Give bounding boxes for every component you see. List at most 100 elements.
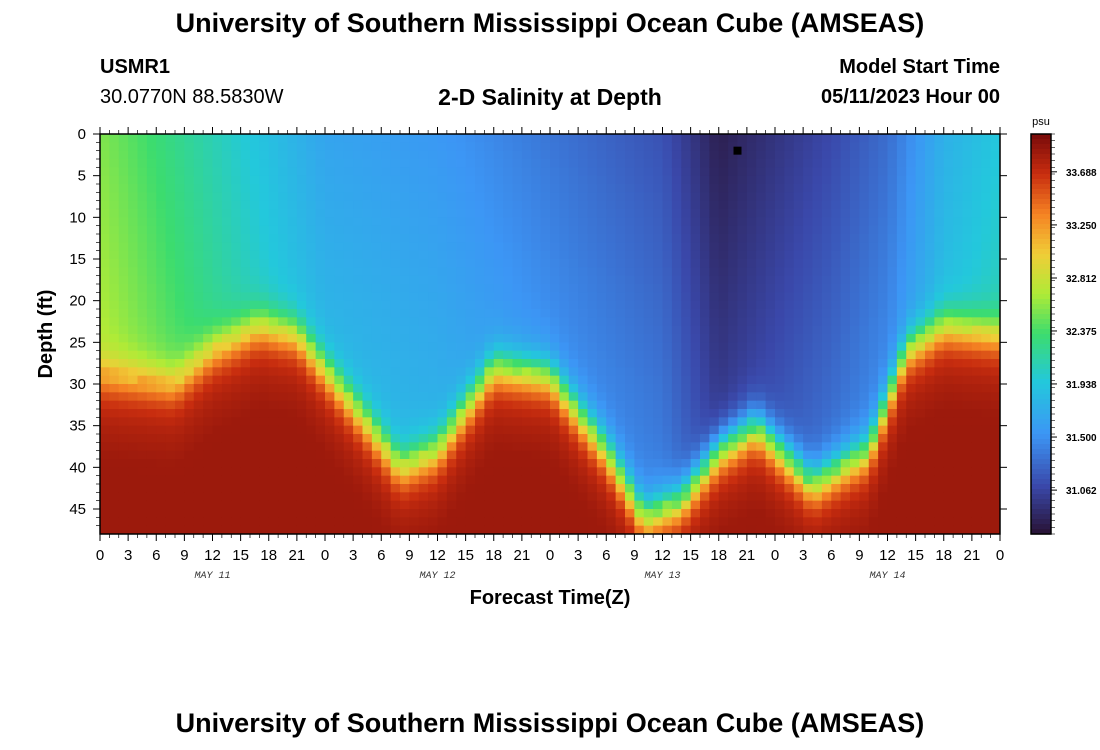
heatmap-cell (550, 184, 560, 193)
heatmap-cell (681, 309, 692, 318)
heatmap-cell (437, 359, 448, 368)
heatmap-cell (784, 400, 795, 410)
heatmap-cell (250, 309, 260, 318)
heatmap-cell (156, 334, 167, 343)
heatmap-cell (981, 359, 992, 368)
heatmap-cell (137, 242, 148, 252)
heatmap-cell (625, 492, 635, 502)
heatmap-cell (953, 292, 964, 302)
heatmap-cell (221, 400, 232, 410)
heatmap-cell (700, 434, 710, 443)
heatmap-cell (775, 475, 785, 485)
heatmap-cell (550, 267, 560, 277)
heatmap-cell (587, 150, 598, 160)
heatmap-cell (737, 192, 748, 202)
heatmap-cell (540, 484, 551, 493)
heatmap-cell (156, 284, 167, 293)
heatmap-cell (531, 434, 542, 443)
heatmap-cell (971, 467, 982, 477)
heatmap-cell (503, 384, 514, 393)
heatmap-cell (690, 375, 701, 385)
heatmap-cell (709, 350, 720, 360)
heatmap-cell (784, 159, 795, 168)
heatmap-cell (437, 275, 448, 285)
heatmap-cell (296, 209, 307, 218)
heatmap-cell (550, 425, 560, 435)
heatmap-cell (662, 442, 673, 452)
heatmap-cell (812, 334, 823, 343)
heatmap-cell (578, 475, 589, 485)
heatmap-cell (653, 442, 664, 452)
heatmap-cell (306, 500, 317, 510)
heatmap-cell (137, 467, 148, 477)
heatmap-cell (184, 259, 195, 268)
heatmap-cell (296, 350, 307, 360)
heatmap-cell (493, 442, 504, 452)
heatmap-cell (315, 142, 326, 152)
heatmap-cell (353, 434, 364, 443)
heatmap-cell (371, 500, 382, 510)
heatmap-cell (990, 367, 1000, 377)
heatmap-cell (737, 250, 748, 260)
heatmap-cell (278, 492, 289, 502)
heatmap-cell (540, 200, 551, 210)
heatmap-cell (428, 292, 439, 302)
heatmap-cell (353, 400, 364, 410)
heatmap-cell (718, 267, 729, 277)
heatmap-cell (521, 175, 532, 185)
heatmap-cell (850, 325, 860, 335)
heatmap-cell (793, 334, 804, 343)
heatmap-cell (221, 325, 232, 335)
heatmap-cell (268, 525, 279, 534)
heatmap-cell (943, 150, 954, 160)
heatmap-cell (259, 175, 270, 185)
heatmap-cell (737, 317, 748, 327)
heatmap-cell (353, 375, 364, 385)
heatmap-cell (146, 384, 157, 393)
heatmap-cell (390, 417, 401, 427)
heatmap-cell (296, 434, 307, 443)
heatmap-cell (100, 375, 110, 385)
heatmap-cell (531, 159, 542, 168)
heatmap-cell (362, 350, 373, 360)
heatmap-cell (850, 434, 860, 443)
heatmap-cell (521, 434, 532, 443)
heatmap-cell (962, 450, 973, 460)
heatmap-cell (700, 217, 710, 227)
heatmap-cell (625, 517, 635, 527)
heatmap-cell (803, 425, 814, 435)
heatmap-cell (287, 134, 298, 143)
heatmap-cell (212, 259, 223, 268)
heatmap-cell (728, 467, 739, 477)
heatmap-cell (915, 392, 926, 402)
heatmap-cell (784, 292, 795, 302)
heatmap-cell (906, 384, 917, 393)
heatmap-cell (821, 142, 832, 152)
heatmap-cell (709, 225, 720, 235)
heatmap-cell (550, 217, 560, 227)
heatmap-cell (793, 434, 804, 443)
heatmap-cell (718, 517, 729, 527)
heatmap-cell (250, 317, 260, 327)
heatmap-cell (353, 317, 364, 327)
heatmap-cell (493, 250, 504, 260)
heatmap-cell (146, 242, 157, 252)
heatmap-cell (615, 442, 626, 452)
heatmap-cell (821, 484, 832, 493)
heatmap-cell (831, 209, 842, 218)
heatmap-cell (690, 500, 701, 510)
heatmap-cell (643, 459, 654, 468)
heatmap-cell (925, 175, 935, 185)
heatmap-cell (737, 367, 748, 377)
heatmap-cell (690, 325, 701, 335)
heatmap-cell (962, 517, 973, 527)
heatmap-cell (896, 225, 907, 235)
heatmap-cell (953, 425, 964, 435)
heatmap-cell (803, 375, 814, 385)
heatmap-cell (137, 375, 148, 385)
heatmap-cell (709, 300, 720, 310)
heatmap-cell (540, 367, 551, 377)
heatmap-cell (643, 309, 654, 318)
heatmap-cell (803, 250, 814, 260)
heatmap-cell (521, 134, 532, 143)
